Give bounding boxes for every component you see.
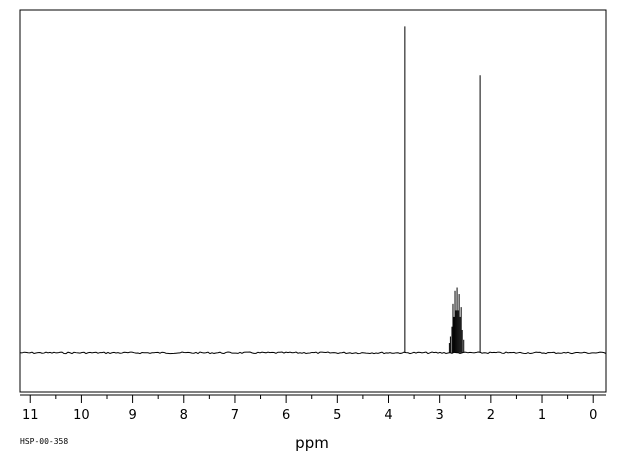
x-axis-title: ppm [295, 434, 329, 452]
x-tick-label-0: 0 [589, 408, 597, 423]
baseline-noise [19, 351, 607, 355]
baseline-line [19, 351, 607, 355]
x-tick-label-2: 2 [487, 408, 495, 423]
plot-frame [19, 9, 607, 393]
x-tick-label-5: 5 [333, 408, 341, 423]
x-tick-label-3: 3 [436, 408, 444, 423]
x-tick-label-8: 8 [180, 408, 188, 423]
x-tick-label-7: 7 [231, 408, 239, 423]
spectrum-peaks [404, 26, 481, 353]
x-tick-label-11: 11 [22, 408, 39, 423]
x-tick-label-10: 10 [73, 408, 90, 423]
spectrum-code: HSP-00-358 [20, 437, 68, 446]
x-tick-label-4: 4 [384, 408, 392, 423]
x-axis: 11 10 9 8 7 6 5 4 3 2 1 0 [20, 394, 606, 423]
x-tick-label-9: 9 [128, 408, 136, 423]
x-tick-label-6: 6 [282, 408, 290, 423]
x-tick-label-1: 1 [538, 408, 546, 423]
